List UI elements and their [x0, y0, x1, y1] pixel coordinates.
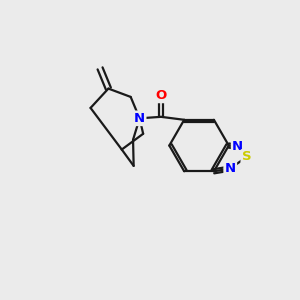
Text: N: N — [232, 140, 243, 153]
Text: S: S — [242, 150, 251, 164]
Text: N: N — [134, 112, 145, 125]
Text: O: O — [155, 89, 167, 102]
Text: N: N — [225, 162, 236, 175]
